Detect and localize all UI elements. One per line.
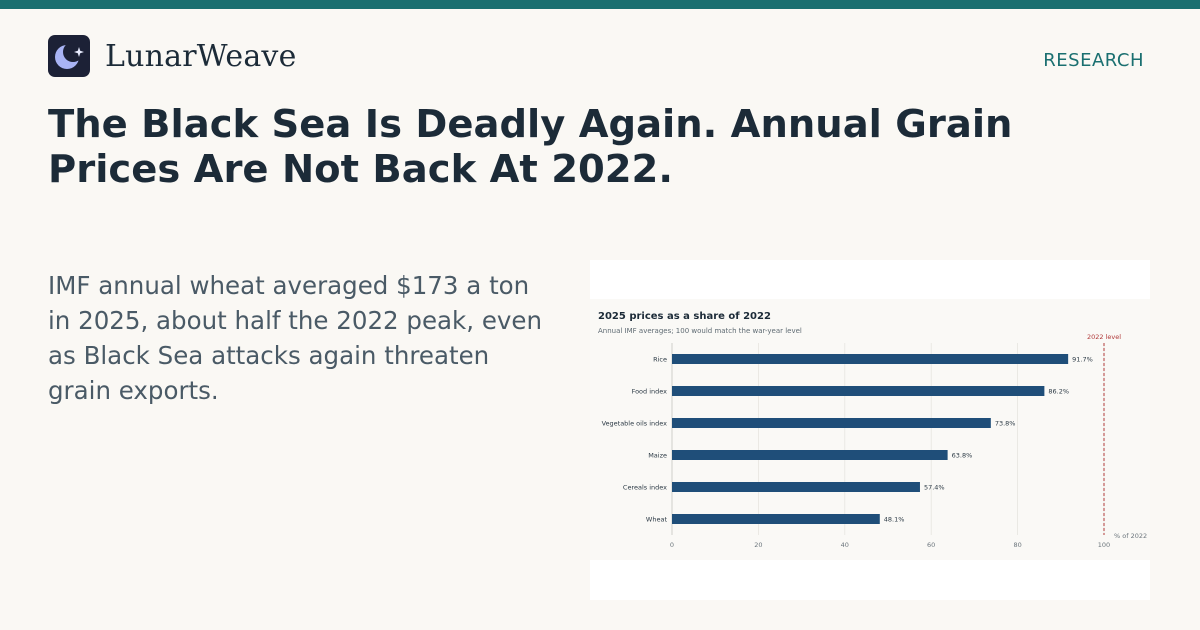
data-label: 57.4%: [924, 484, 945, 492]
bar: [672, 482, 920, 492]
category-label: Cereals index: [623, 484, 667, 492]
chart-title: 2025 prices as a share of 2022: [598, 311, 771, 322]
section-tag[interactable]: RESEARCH: [1043, 50, 1144, 71]
chart-subtitle: Annual IMF averages; 100 would match the…: [598, 327, 802, 335]
top-accent-bar: [0, 0, 1200, 9]
headline: The Black Sea Is Deadly Again. Annual Gr…: [48, 102, 1013, 192]
category-label: Food index: [632, 388, 668, 396]
brand[interactable]: LunarWeave: [48, 35, 297, 77]
reference-label: 2022 level: [1087, 333, 1121, 341]
x-tick-label: 100: [1098, 541, 1110, 549]
brand-name: LunarWeave: [105, 38, 297, 74]
data-label: 48.1%: [884, 516, 905, 524]
data-label: 86.2%: [1048, 388, 1069, 396]
crescent-moon-star-icon: [48, 35, 90, 77]
x-axis-label: % of 2022: [1114, 532, 1147, 540]
bar: [672, 354, 1069, 364]
x-tick-label: 20: [754, 541, 762, 549]
bar-chart: 0 20 40 60 80 100 Rice 91.7% Food index 86.2% Vege…: [602, 333, 1148, 549]
dek: IMF annual wheat averaged $173 a ton in …: [48, 271, 542, 405]
chart-card: 2025 prices as a share of 2022 Annual IM…: [590, 260, 1150, 600]
x-tick-label: 40: [841, 541, 849, 549]
bar: [672, 418, 991, 428]
data-label: 63.8%: [952, 452, 973, 460]
chart-area: 2025 prices as a share of 2022 Annual IM…: [590, 299, 1150, 560]
data-label: 73.8%: [995, 420, 1016, 428]
data-label: 91.7%: [1072, 356, 1093, 364]
category-label: Wheat: [646, 516, 668, 524]
bar: [672, 450, 948, 460]
bar: [672, 514, 880, 524]
category-label: Rice: [653, 356, 667, 364]
bar: [672, 386, 1045, 396]
category-label: Maize: [648, 452, 667, 460]
x-tick-label: 0: [670, 541, 674, 549]
x-tick-label: 60: [927, 541, 935, 549]
category-label: Vegetable oils index: [602, 420, 668, 428]
x-tick-label: 80: [1013, 541, 1021, 549]
